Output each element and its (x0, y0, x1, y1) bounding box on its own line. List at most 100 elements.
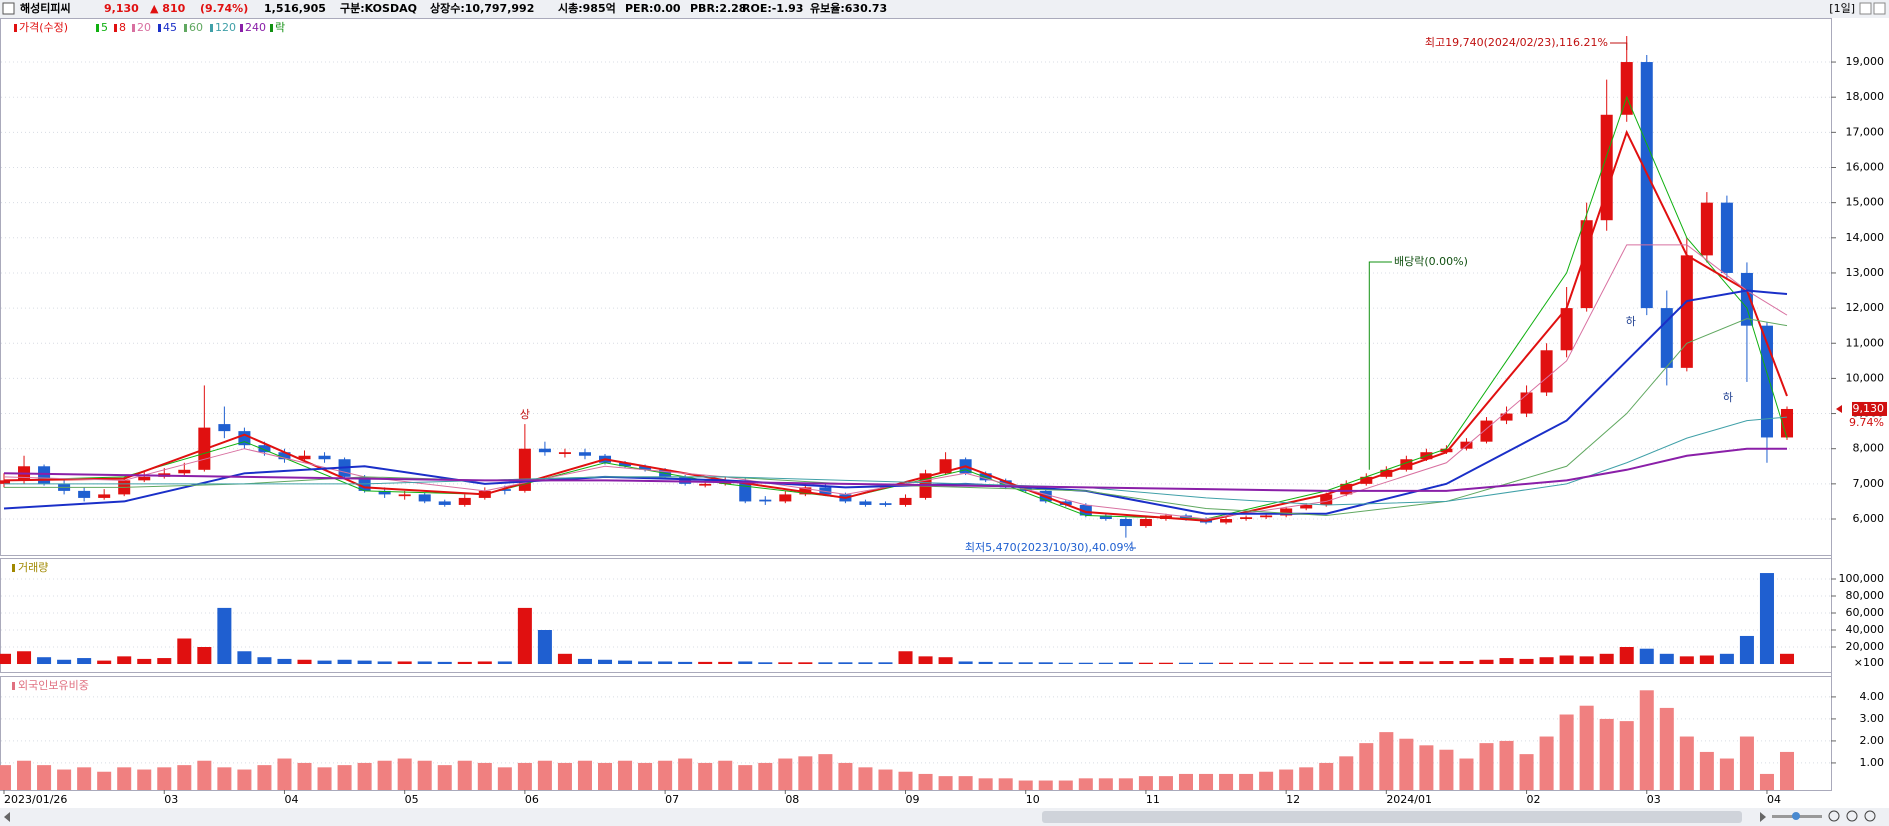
stock-name: 해성티피씨 (20, 1, 71, 15)
bar (57, 769, 72, 790)
candle-body (979, 473, 992, 481)
annotation-arrow (1131, 541, 1136, 549)
zoom-reset[interactable] (1864, 810, 1876, 822)
bar (1519, 658, 1534, 665)
bar (1239, 773, 1254, 790)
y-tick-label: 1.00 (1860, 756, 1885, 769)
legend-item: 8 (119, 21, 126, 34)
candle-body (1340, 483, 1353, 495)
period[interactable]: [1일] (1829, 1, 1855, 15)
bar (698, 661, 713, 665)
bar (1439, 661, 1454, 665)
bar (297, 659, 312, 665)
x-tick-label: 05 (405, 793, 419, 806)
x-tick-label: 02 (1527, 793, 1541, 806)
x-tick-label: 03 (1647, 793, 1661, 806)
bar (1138, 776, 1153, 790)
bar (1379, 732, 1394, 790)
header-bar (0, 0, 1889, 18)
bar (878, 662, 893, 665)
bar (1499, 658, 1514, 665)
current-price: 9,130 (1853, 402, 1885, 415)
bar (838, 662, 853, 665)
scroll-left[interactable] (4, 812, 10, 822)
bar (477, 762, 492, 790)
bar (878, 769, 893, 790)
bar (998, 662, 1013, 665)
candle-body (1480, 420, 1493, 442)
bar (1399, 661, 1414, 665)
bar (1479, 743, 1494, 790)
candle-body (879, 503, 892, 505)
bar (738, 765, 753, 790)
price-tag (1852, 401, 1887, 416)
bar (37, 657, 52, 665)
scroll-thumb[interactable] (1042, 811, 1742, 823)
bar (838, 762, 853, 790)
bar (658, 661, 673, 665)
bar (858, 662, 873, 665)
candle-body (578, 452, 591, 456)
bar (257, 765, 272, 790)
zoom-out[interactable] (1846, 810, 1858, 822)
bar (317, 767, 332, 790)
bar (197, 647, 212, 665)
zoom-knob[interactable] (1792, 812, 1800, 820)
candle-body (1720, 202, 1733, 273)
checkbox[interactable] (2, 2, 15, 15)
candle-body (1440, 448, 1453, 453)
bar (738, 661, 753, 665)
x-tick-label: 08 (785, 793, 799, 806)
bar (217, 767, 232, 790)
candle-body (1560, 308, 1573, 351)
bar (1559, 655, 1574, 665)
candle-body (1540, 350, 1553, 393)
bar (1158, 776, 1173, 790)
y-tick-label: 18,000 (1846, 90, 1885, 103)
bar (1739, 736, 1754, 790)
y-tick-label: 40,000 (1846, 623, 1885, 636)
bar (357, 660, 372, 665)
x-tick-label: 07 (665, 793, 679, 806)
candle-body (639, 466, 652, 470)
candle-body (438, 501, 451, 505)
dividend-line (1368, 261, 1392, 470)
bar (1118, 662, 1133, 665)
bar (1599, 653, 1614, 665)
legend-swatch (270, 24, 273, 32)
candle-body (679, 476, 692, 484)
window-button[interactable] (1859, 2, 1872, 15)
bar (1319, 762, 1334, 790)
bar (1118, 778, 1133, 790)
y-tick-label: 60,000 (1846, 606, 1885, 619)
candle-body (98, 494, 111, 498)
candle-body (498, 489, 511, 491)
unit-label: ×100 (1854, 656, 1884, 669)
candle-body (558, 452, 571, 454)
bar (537, 630, 552, 665)
bar (1098, 662, 1113, 665)
bar (1579, 705, 1594, 790)
candle-body (1119, 519, 1132, 527)
scroll-right[interactable] (1760, 812, 1766, 822)
bar (758, 762, 773, 790)
bar (317, 660, 332, 665)
bar (1199, 662, 1214, 665)
x-tick-label: 03 (164, 793, 178, 806)
bar (397, 661, 412, 665)
bar (1619, 721, 1634, 790)
window-button[interactable] (1873, 2, 1886, 15)
bar (978, 661, 993, 665)
bar (1279, 769, 1294, 790)
bar (1499, 740, 1514, 790)
bar (978, 778, 993, 790)
zoom-in[interactable] (1828, 810, 1840, 822)
bar (377, 661, 392, 665)
candle-body (1500, 413, 1513, 421)
bar (477, 661, 492, 665)
bar (1339, 756, 1354, 790)
y-tick-label: 15,000 (1846, 196, 1885, 209)
bar (0, 653, 12, 665)
moving-average (3, 95, 1788, 520)
